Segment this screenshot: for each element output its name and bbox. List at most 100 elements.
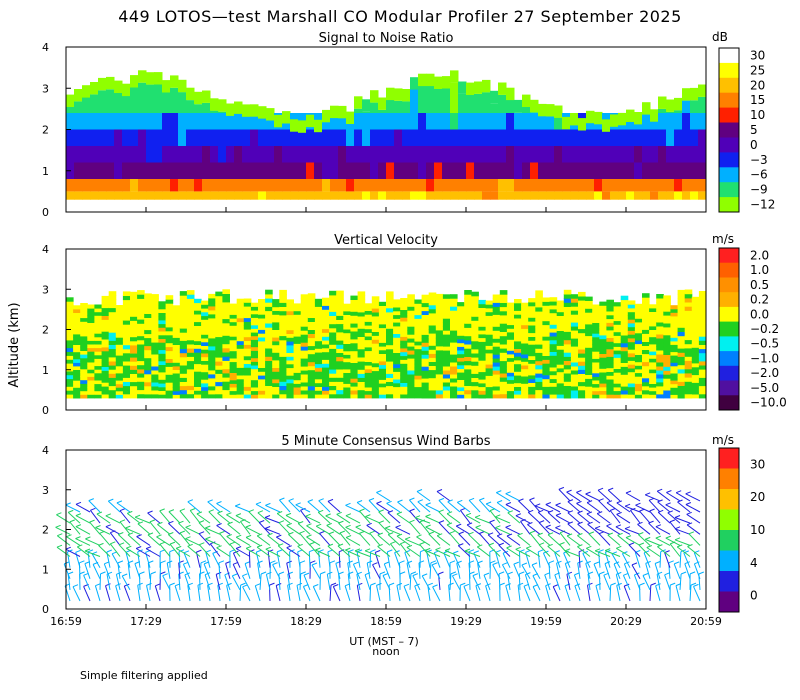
wind-barb: [537, 551, 541, 568]
snr-cell: [98, 113, 107, 130]
wind-barb-feather: [127, 532, 134, 536]
snr-cell: [370, 90, 379, 103]
wind-barb: [369, 585, 372, 602]
velocity-cell: [265, 356, 273, 361]
velocity-cell: [350, 303, 358, 308]
wind-barb: [216, 547, 231, 557]
velocity-cell: [265, 318, 273, 324]
panel-title: Signal to Noise Ratio: [319, 31, 454, 46]
velocity-cell: [151, 306, 159, 311]
wind-barb: [464, 550, 481, 557]
snr-cell: [210, 146, 219, 163]
velocity-cell: [357, 303, 366, 309]
velocity-cell: [378, 309, 387, 314]
velocity-cell: [535, 381, 543, 386]
velocity-cell: [158, 308, 166, 313]
velocity-cell: [634, 303, 643, 308]
wind-barb: [633, 574, 641, 591]
wind-barb: [645, 494, 661, 502]
snr-cell: [250, 191, 259, 200]
velocity-cell: [435, 373, 444, 379]
snr-cell: [394, 179, 403, 192]
velocity-cell: [378, 379, 387, 384]
snr-cell: [114, 179, 123, 192]
wind-barb: [428, 533, 441, 546]
velocity-cell: [542, 336, 550, 341]
wind-barb: [383, 563, 391, 579]
wind-barb-feather: [432, 584, 438, 588]
velocity-cell: [265, 348, 273, 353]
snr-cell: [570, 129, 579, 146]
wind-barb-feather: [255, 501, 262, 505]
velocity-cell: [272, 299, 280, 304]
velocity-cell: [556, 323, 565, 328]
velocity-cell: [492, 350, 501, 355]
wind-barb-feather: [264, 515, 271, 518]
wind-barb: [356, 551, 361, 568]
velocity-cell: [208, 337, 216, 343]
data-field: [55, 486, 704, 602]
velocity-cell: [279, 302, 287, 307]
velocity-cell: [80, 332, 88, 337]
velocity-cell: [236, 329, 245, 334]
wind-barb-feather: [208, 509, 214, 513]
wind-barb: [366, 562, 371, 579]
velocity-cell: [393, 333, 401, 338]
velocity-cell: [357, 291, 366, 296]
wind-barb: [318, 551, 321, 568]
wind-barb-feather: [179, 530, 186, 534]
snr-cell: [690, 179, 699, 192]
velocity-cell: [677, 294, 686, 299]
velocity-cell: [87, 351, 95, 356]
snr-cell: [194, 162, 203, 179]
velocity-cell: [649, 343, 657, 348]
velocity-cell: [194, 356, 202, 361]
velocity-cell: [80, 321, 88, 326]
snr-cell: [210, 113, 219, 130]
velocity-cell: [179, 291, 188, 296]
wind-barb: [147, 562, 151, 579]
velocity-cell: [279, 356, 287, 362]
snr-cell: [402, 129, 411, 146]
velocity-cell: [186, 294, 195, 299]
velocity-cell: [698, 344, 707, 350]
velocity-cell: [243, 355, 252, 361]
wind-barb: [495, 527, 511, 535]
colorbar-label: −5.0: [750, 381, 779, 395]
wind-barb: [693, 586, 701, 602]
velocity-cell: [122, 336, 131, 342]
velocity-cell: [442, 346, 451, 351]
velocity-cell: [620, 350, 629, 356]
velocity-cell: [592, 394, 600, 399]
velocity-cell: [94, 394, 102, 399]
wind-barb-feather: [169, 549, 175, 553]
wind-barb-feather: [414, 515, 421, 519]
wind-barb: [345, 526, 361, 535]
velocity-cell: [421, 302, 430, 308]
snr-cell: [410, 162, 419, 179]
wind-barb-feather: [245, 534, 252, 538]
wind-barb-feather: [518, 498, 524, 502]
velocity-cell: [421, 334, 430, 339]
velocity-cell: [250, 394, 259, 399]
snr-cell: [306, 179, 315, 192]
wind-barb-feather: [196, 511, 203, 515]
velocity-cell: [599, 320, 607, 325]
wind-barb: [105, 515, 121, 524]
velocity-cell: [435, 341, 444, 347]
velocity-cell: [677, 339, 686, 345]
snr-cell: [218, 191, 227, 200]
wind-barb: [307, 501, 321, 513]
wind-barb-feather: [176, 545, 182, 549]
velocity-cell: [421, 378, 430, 383]
velocity-cell: [314, 329, 323, 334]
velocity-cell: [329, 344, 337, 349]
velocity-cell: [329, 340, 337, 345]
wind-barb: [118, 544, 131, 557]
wind-barb-feather: [444, 548, 451, 552]
velocity-cell: [656, 338, 664, 343]
wind-barb: [593, 563, 601, 579]
wind-barb: [476, 546, 491, 557]
velocity-cell: [570, 318, 579, 323]
velocity-cell: [165, 342, 174, 348]
